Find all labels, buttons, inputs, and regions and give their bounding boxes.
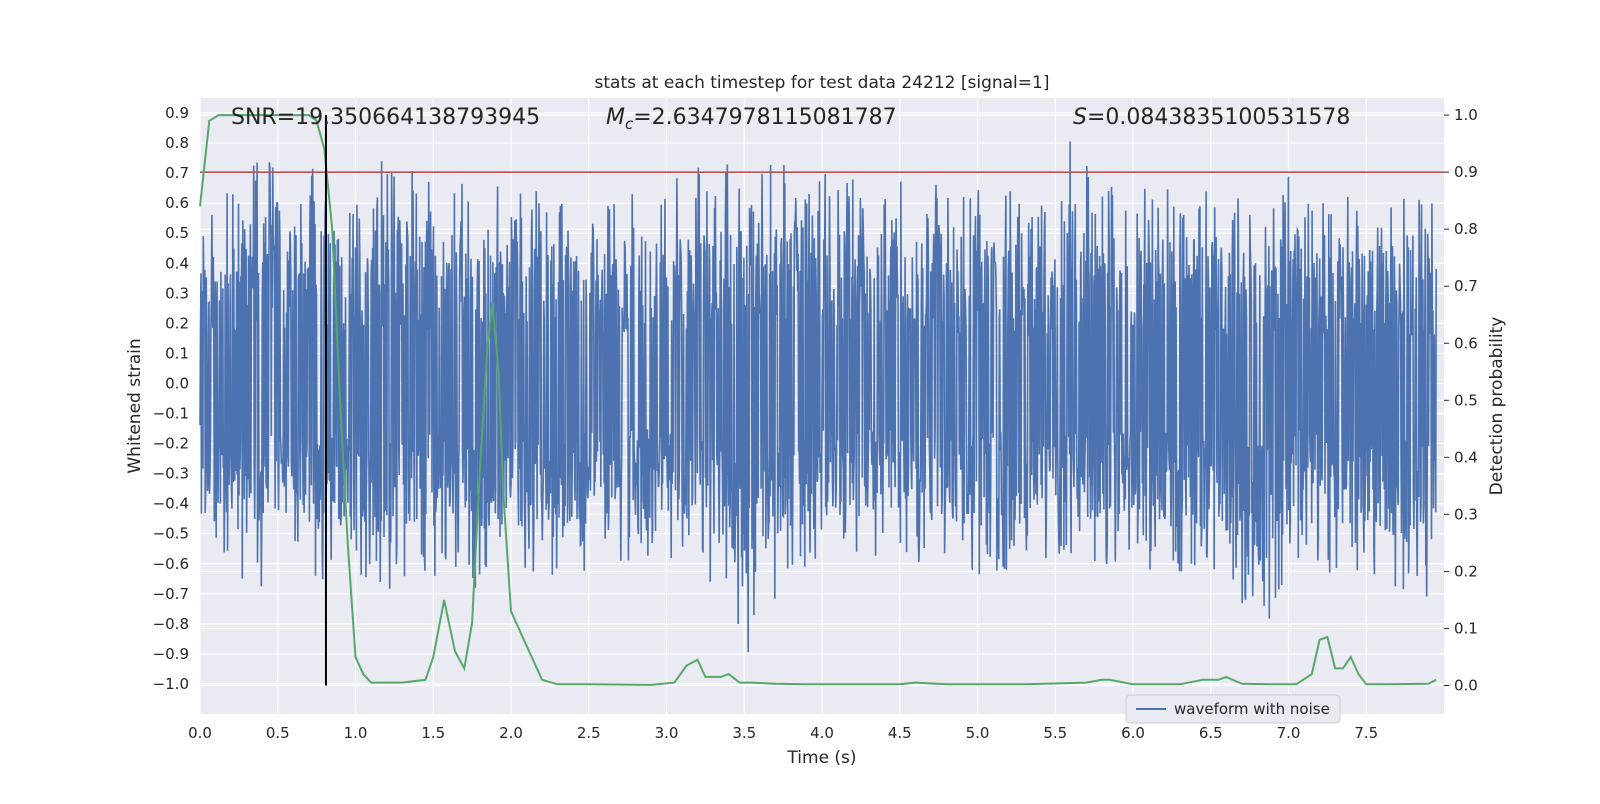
y-right-tick-label: 0.8	[1454, 220, 1478, 238]
snr-annotation: SNR=19.350664138793945	[231, 105, 540, 130]
x-tick-label: 0.0	[188, 724, 212, 742]
y-left-tick-label: 0.7	[165, 164, 189, 182]
x-tick-label: 6.0	[1121, 724, 1145, 742]
legend-box	[1125, 694, 1341, 724]
y-left-tick-label: 0.6	[165, 194, 189, 212]
y-left-tick-label: 0.5	[165, 224, 189, 242]
y-left-tick-label: 0.0	[165, 374, 189, 392]
legend: waveform with noise	[1125, 694, 1341, 724]
y-right-tick-label: 0.2	[1454, 562, 1478, 580]
chart-title: stats at each timestep for test data 242…	[595, 73, 1050, 93]
y-left-tick-label: −1.0	[153, 675, 189, 693]
x-tick-label: 2.0	[499, 724, 523, 742]
x-tick-label: 3.0	[655, 724, 679, 742]
x-tick-label: 3.5	[732, 724, 756, 742]
tick-labels: 0.0 0.5 1.0 1.5 2.0 2.5 3.0 3.5 4.0 4.5 5.0 5.5 6.0 6…	[153, 104, 1478, 742]
y-right-tick-label: 0.6	[1454, 334, 1478, 352]
y-right-tick-label: 0.0	[1454, 676, 1478, 694]
s-value: =0.0843835100531578	[1087, 105, 1350, 130]
y-right-tick-label: 0.1	[1454, 619, 1478, 637]
detection-probability-line	[199, 114, 1437, 686]
y-left-tick-label: 0.4	[165, 254, 189, 272]
y-left-tick-label: −0.8	[153, 615, 189, 633]
s-annotation: S=0.0843835100531578	[1073, 105, 1350, 130]
y-left-tick-label: 0.3	[165, 284, 189, 302]
y-left-tick-label: −0.9	[153, 645, 189, 663]
x-tick-label: 5.0	[966, 724, 990, 742]
y-axis-label-left: Whitened strain	[125, 338, 145, 473]
y-right-tick-label: 1.0	[1454, 106, 1478, 124]
y-left-tick-label: 0.1	[165, 344, 189, 362]
x-tick-label: 2.5	[577, 724, 601, 742]
x-tick-label: 1.0	[344, 724, 368, 742]
y-left-tick-label: −0.7	[153, 585, 189, 603]
y-right-tick-label: 0.3	[1454, 505, 1478, 523]
waveform-series	[199, 141, 1437, 653]
chirp-mass-annotation: Mc=2.6347978115081787	[606, 105, 897, 133]
y-right-tick-label: 0.9	[1454, 163, 1478, 181]
y-left-tick-label: −0.6	[153, 555, 189, 573]
x-tick-label: 4.0	[810, 724, 834, 742]
y-left-tick-label: −0.4	[153, 495, 189, 513]
x-tick-label: 7.0	[1277, 724, 1301, 742]
y-left-tick-label: −0.1	[153, 405, 189, 423]
y-right-tick-label: 0.5	[1454, 391, 1478, 409]
y-right-tick-label: 0.7	[1454, 277, 1478, 295]
overlay	[199, 114, 1444, 686]
y-left-tick-label: −0.2	[153, 435, 189, 453]
y-axis-label-right: Detection probability	[1487, 317, 1507, 496]
x-tick-label: 0.5	[266, 724, 290, 742]
y-left-tick-label: 0.9	[165, 104, 189, 122]
waveform-line	[199, 141, 1437, 653]
y-left-tick-label: 0.8	[165, 134, 189, 152]
x-axis-label: Time (s)	[786, 748, 856, 768]
x-tick-label: 4.5	[888, 724, 912, 742]
x-tick-label: 1.5	[421, 724, 445, 742]
x-tick-label: 5.5	[1043, 724, 1067, 742]
y-left-tick-label: −0.3	[153, 465, 189, 483]
y-left-tick-label: −0.5	[153, 525, 189, 543]
x-tick-label: 6.5	[1199, 724, 1223, 742]
x-tick-label: 7.5	[1354, 724, 1378, 742]
y-left-tick-label: 0.2	[165, 314, 189, 332]
chirp-mass-value: =2.6347978115081787	[633, 105, 896, 130]
y-right-tick-label: 0.4	[1454, 448, 1478, 466]
legend-label: waveform with noise	[1174, 700, 1330, 718]
